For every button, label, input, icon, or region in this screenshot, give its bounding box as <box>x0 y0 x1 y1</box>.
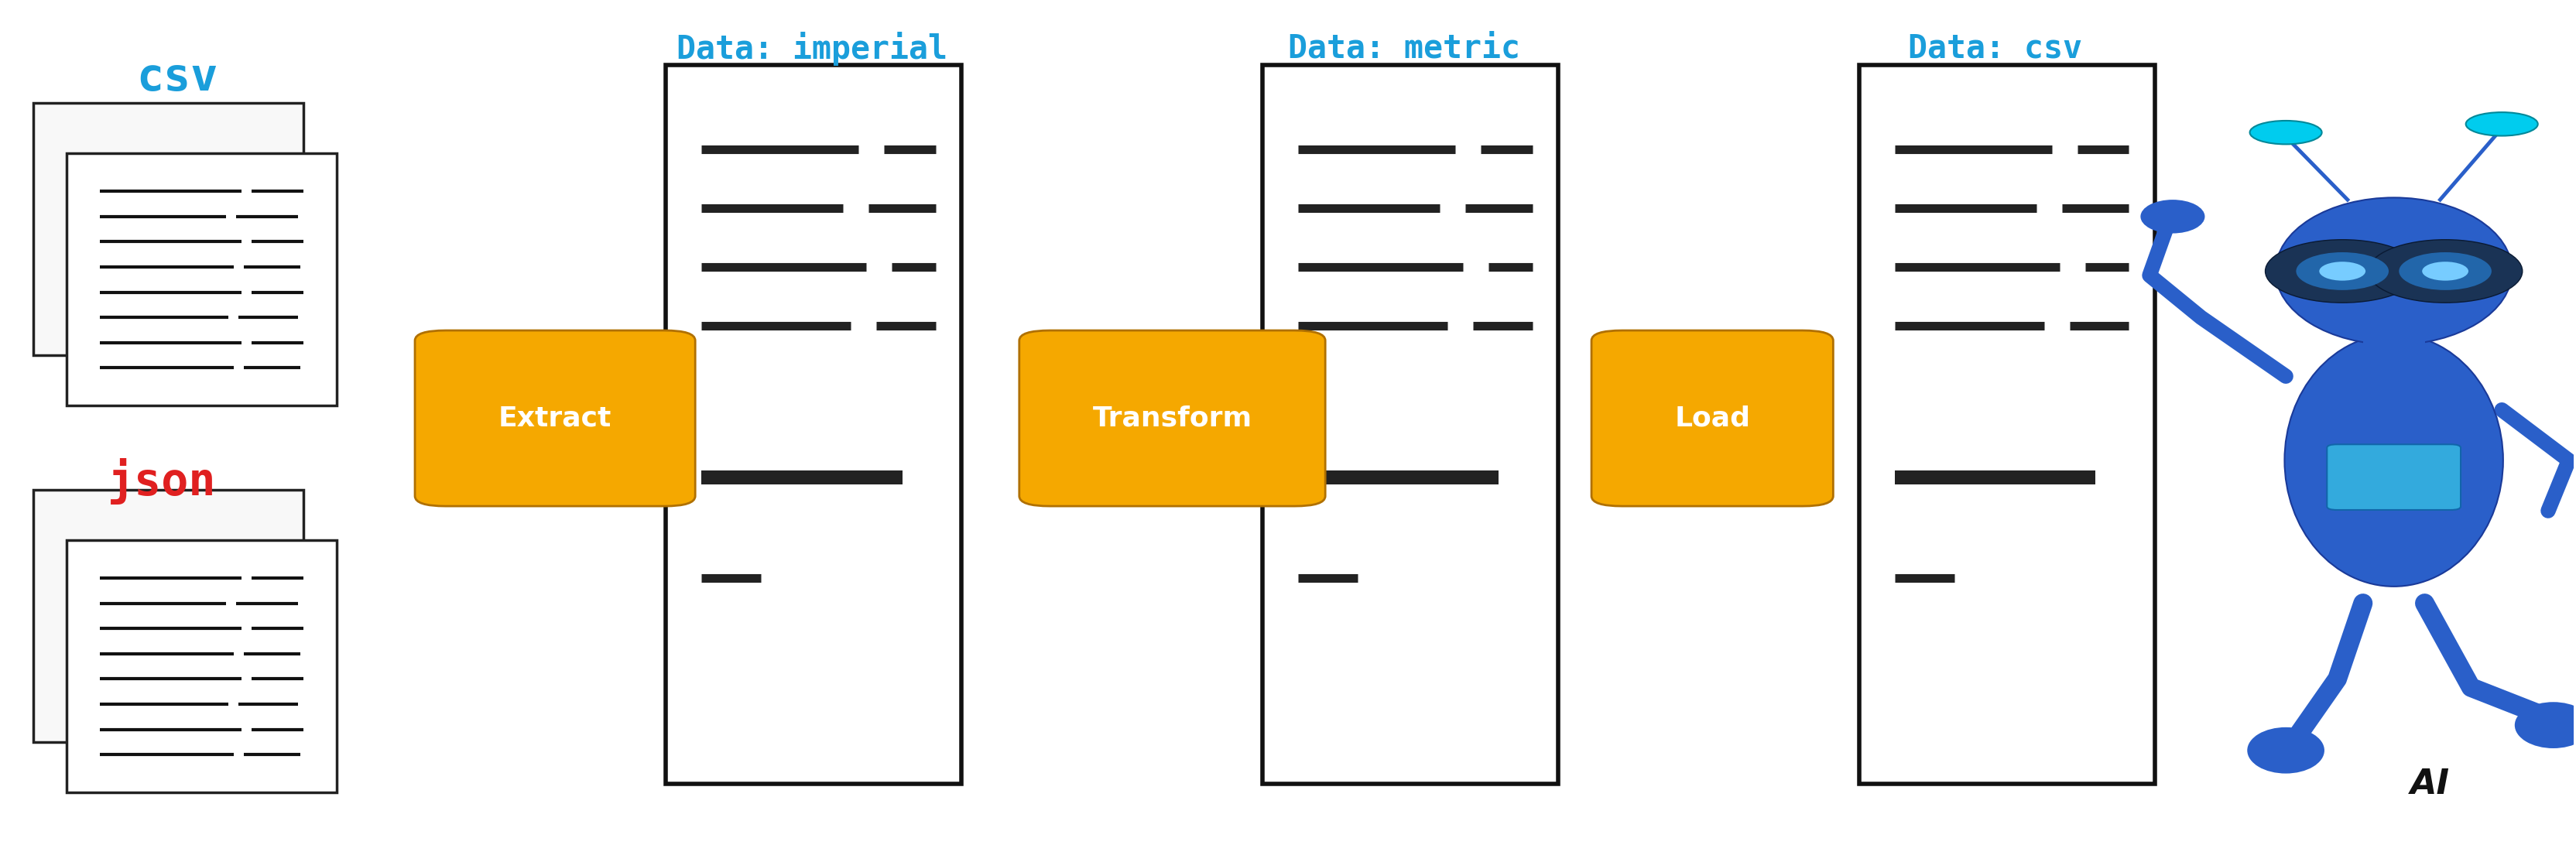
Text: Load: Load <box>1674 405 1749 432</box>
FancyBboxPatch shape <box>1020 330 1324 506</box>
Ellipse shape <box>2275 198 2512 345</box>
Circle shape <box>2249 121 2321 144</box>
Text: Extract: Extract <box>497 405 611 432</box>
FancyBboxPatch shape <box>1860 65 2154 784</box>
Ellipse shape <box>2421 262 2468 281</box>
Circle shape <box>2465 112 2537 136</box>
Text: Data: imperial: Data: imperial <box>677 31 948 65</box>
FancyBboxPatch shape <box>665 65 961 784</box>
FancyBboxPatch shape <box>33 103 304 355</box>
Ellipse shape <box>2246 728 2324 773</box>
FancyBboxPatch shape <box>33 490 304 742</box>
Text: json: json <box>108 458 216 504</box>
FancyBboxPatch shape <box>415 330 696 506</box>
Ellipse shape <box>2514 702 2576 749</box>
Text: Data: metric: Data: metric <box>1288 32 1520 64</box>
FancyBboxPatch shape <box>67 540 337 793</box>
Text: Transform: Transform <box>1092 405 1252 432</box>
Bar <box>2362 326 2424 351</box>
Ellipse shape <box>2264 240 2419 303</box>
Text: csv: csv <box>137 56 219 100</box>
FancyBboxPatch shape <box>1262 65 1558 784</box>
FancyBboxPatch shape <box>1592 330 1834 506</box>
Ellipse shape <box>2398 253 2491 290</box>
FancyBboxPatch shape <box>2326 444 2460 510</box>
Ellipse shape <box>2141 199 2205 233</box>
Ellipse shape <box>2285 335 2504 586</box>
Ellipse shape <box>2318 262 2365 281</box>
Text: Data: csv: Data: csv <box>1909 32 2081 64</box>
Ellipse shape <box>2367 240 2522 303</box>
FancyBboxPatch shape <box>67 154 337 406</box>
Ellipse shape <box>2295 253 2388 290</box>
Text: AI: AI <box>2411 767 2450 801</box>
